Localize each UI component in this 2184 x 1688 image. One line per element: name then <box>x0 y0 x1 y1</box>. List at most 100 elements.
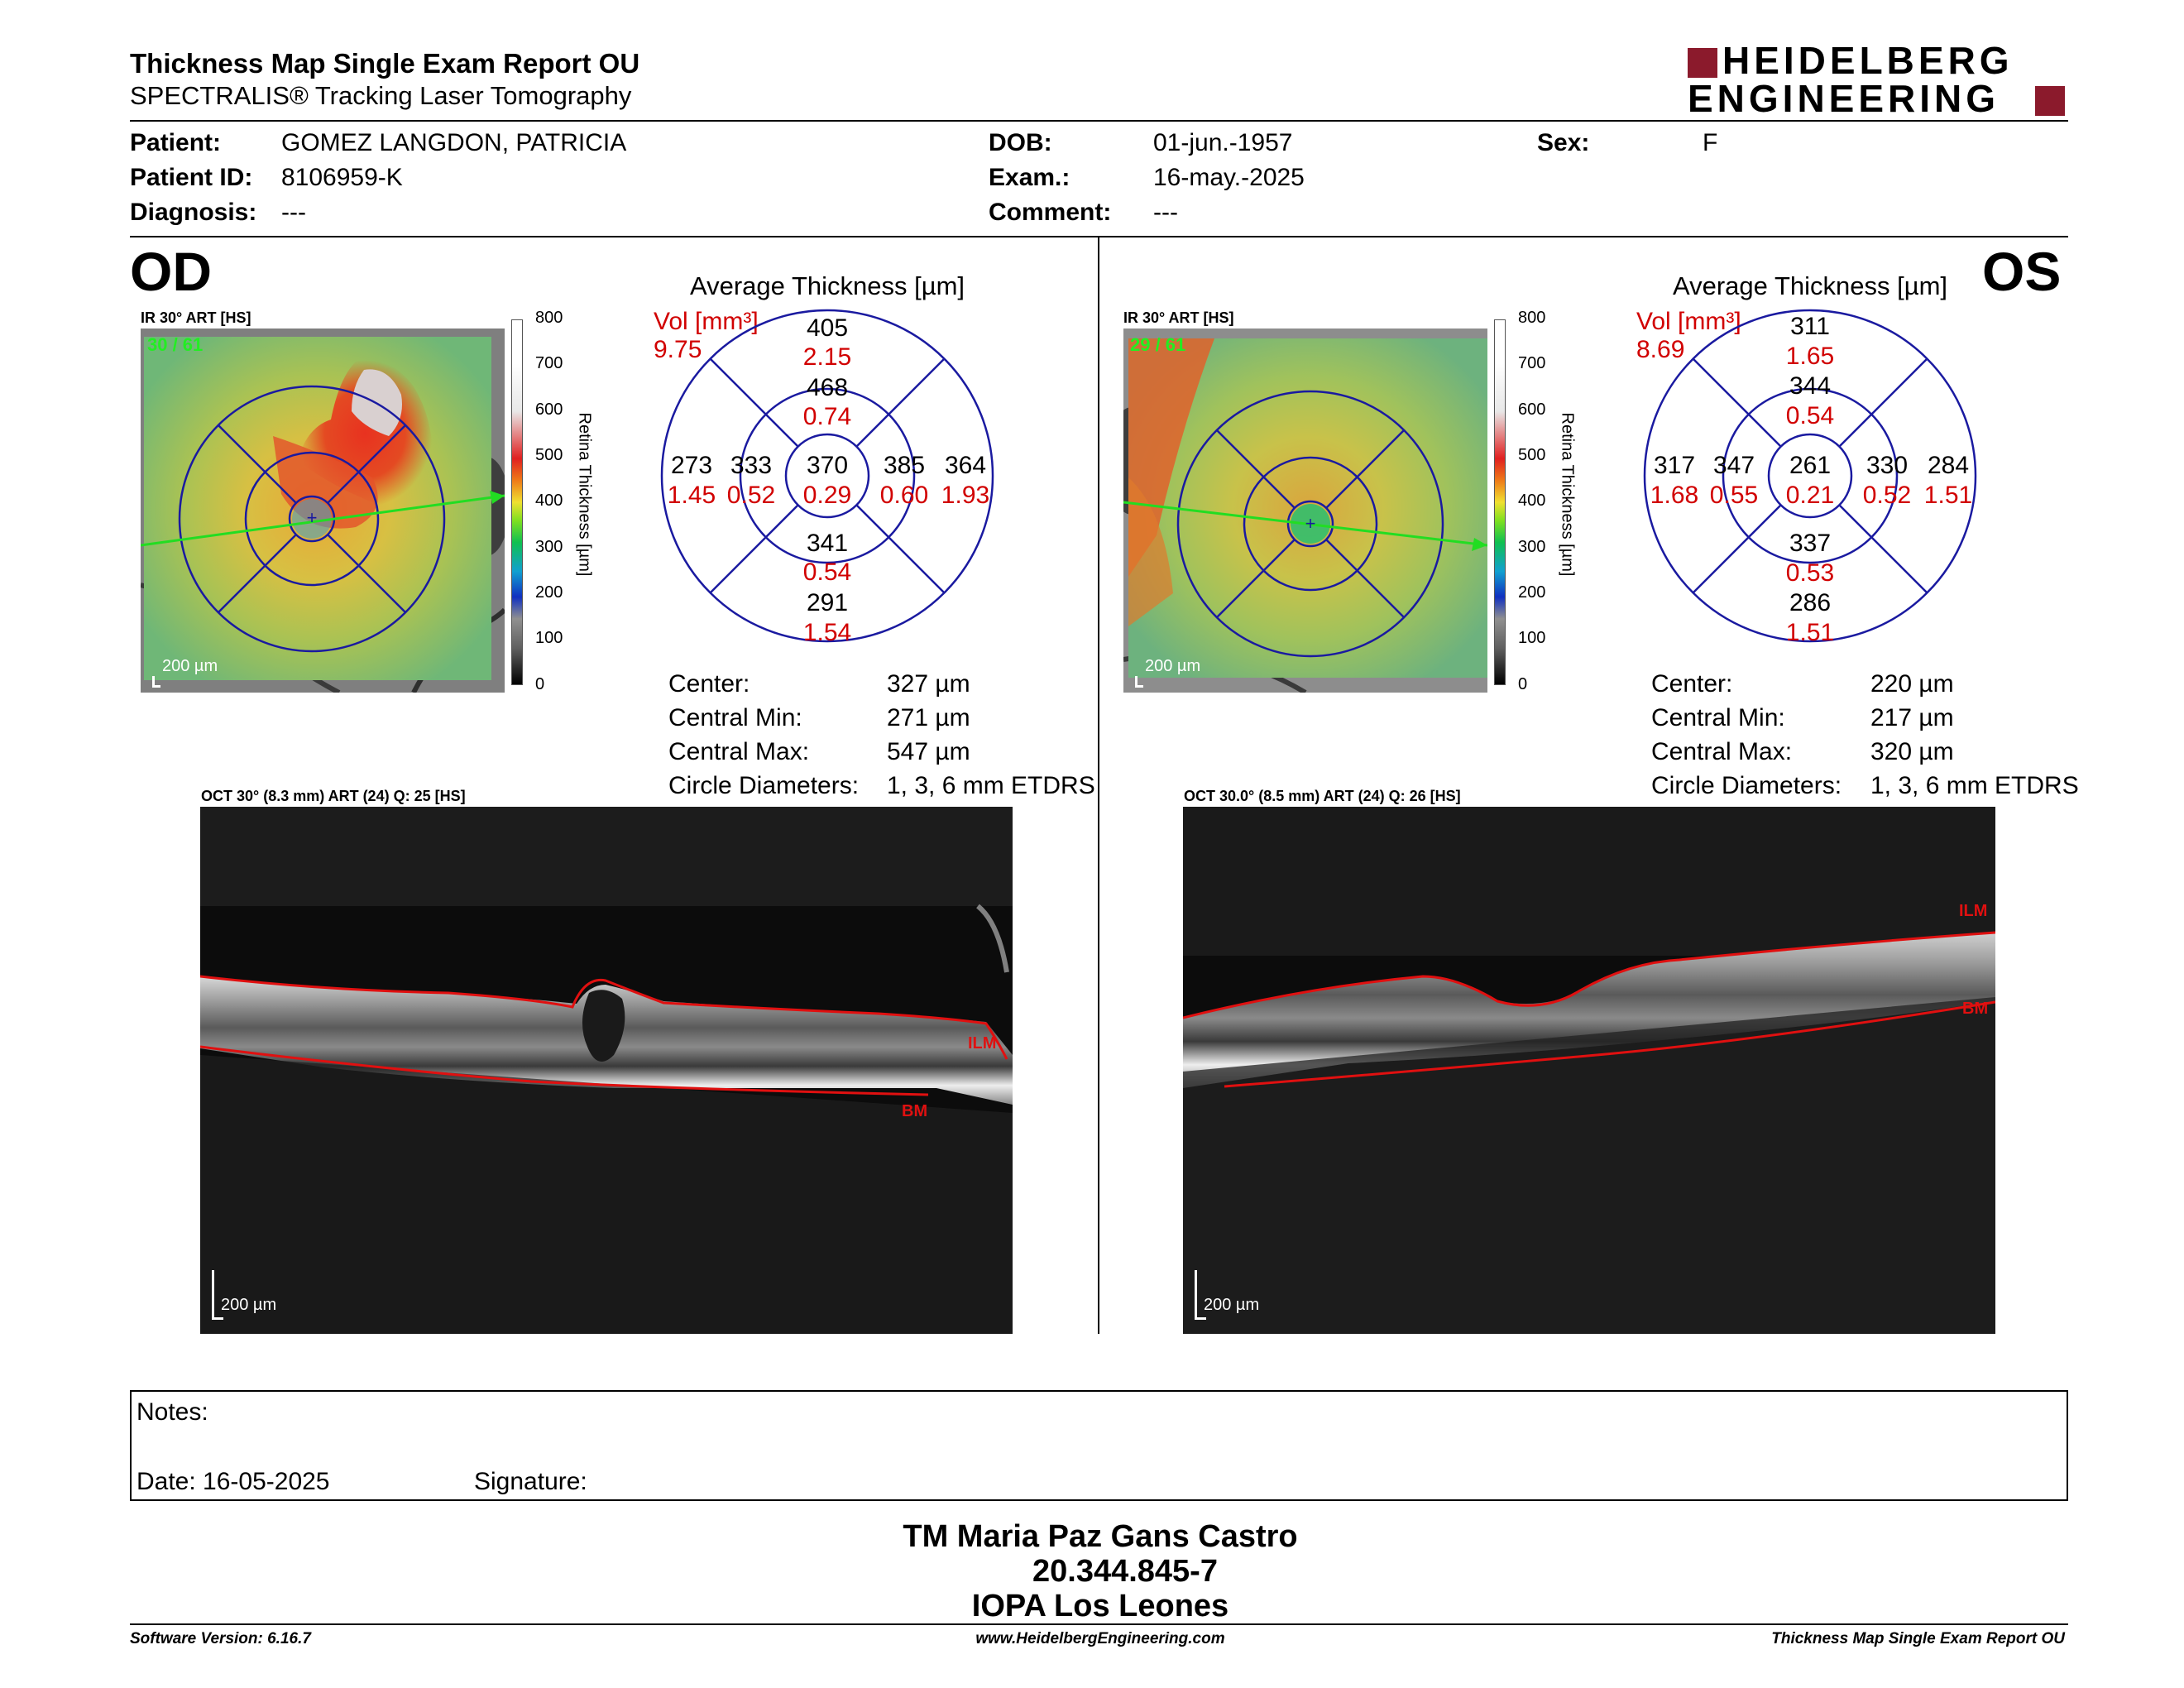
od-vol-value: 9.75 <box>654 336 702 363</box>
od-center-thickness: 370 <box>806 452 849 479</box>
os-oct-label: OCT 30.0° (8.5 mm) ART (24) Q: 26 [HS] <box>1184 788 1461 804</box>
os-center-volume: 0.21 <box>1785 482 1835 509</box>
sex-label: Sex: <box>1537 129 1590 156</box>
od-colorbar-label: Retina Thickness [µm] <box>575 412 594 577</box>
os-stat-value: 220 µm <box>1870 670 1954 698</box>
os-cb-tick: 600 <box>1518 400 1546 419</box>
os-cb-tick: 400 <box>1518 492 1546 510</box>
od-outer-right-thickness: 364 <box>944 452 987 479</box>
os-vol-label: Vol [mm³] <box>1636 308 1741 335</box>
website-link[interactable]: www.HeidelbergEngineering.com <box>975 1630 1225 1647</box>
os-oct-scale: 200 µm <box>1204 1296 1260 1314</box>
od-outer-inferior-thickness: 291 <box>806 589 849 616</box>
os-vol-value: 8.69 <box>1636 336 1685 363</box>
os-outer-inferior-thickness: 286 <box>1789 589 1832 616</box>
os-fundus-label: IR 30° ART [HS] <box>1123 309 1234 326</box>
od-stat-label: Central Max: <box>668 738 810 765</box>
signer-block: TM Maria Paz Gans Castro 20.344.845-7 IO… <box>827 1519 1373 1623</box>
os-fundus-scale: 200 µm <box>1145 657 1201 675</box>
os-inner-left-thickness: 347 <box>1712 452 1755 479</box>
center-divider <box>1098 237 1099 1334</box>
os-thickness-map: + <box>1123 328 1487 693</box>
logo-block-bottom <box>2035 86 2065 116</box>
od-inner-right-volume: 0.60 <box>879 482 929 509</box>
os-inner-inferior-volume: 0.53 <box>1785 559 1835 587</box>
od-cb-tick: 100 <box>535 629 563 647</box>
comment-label: Comment: <box>989 199 1112 226</box>
od-stat-label: Central Min: <box>668 704 802 731</box>
os-cb-tick: 800 <box>1518 309 1546 327</box>
od-oct-scan <box>200 807 1013 1334</box>
sex: F <box>1703 129 1718 156</box>
od-frames: 30 / 61 <box>147 334 204 355</box>
os-cb-tick: 700 <box>1518 354 1546 372</box>
footer-divider <box>130 1623 2068 1625</box>
od-outer-inferior-volume: 1.54 <box>802 619 852 646</box>
svg-text:+: + <box>307 507 318 528</box>
notes-date: Date: 16-05-2025 <box>136 1468 330 1495</box>
exam-label: Exam.: <box>989 164 1070 191</box>
os-colorbar-label: Retina Thickness [µm] <box>1558 412 1577 577</box>
od-outer-left-thickness: 273 <box>670 452 713 479</box>
os-inner-superior-thickness: 344 <box>1789 372 1832 400</box>
od-thickness-map: + <box>141 328 505 693</box>
os-stat-value: 217 µm <box>1870 704 1954 731</box>
od-stat-value: 271 µm <box>887 704 970 731</box>
od-stat-value: 547 µm <box>887 738 970 765</box>
os-outer-superior-volume: 1.65 <box>1785 343 1835 370</box>
svg-text:+: + <box>1305 513 1316 534</box>
comment: --- <box>1153 199 1178 226</box>
heidelberg-logo: HEIDELBERG ENGINEERING <box>1688 40 2068 119</box>
os-cb-tick: 0 <box>1518 675 1528 693</box>
od-inner-left-thickness: 333 <box>730 452 773 479</box>
exam-date: 16-may.-2025 <box>1153 164 1305 191</box>
od-inner-superior-volume: 0.74 <box>802 403 852 430</box>
os-colorbar-gradient <box>1494 319 1506 685</box>
od-avg-title: Average Thickness [µm] <box>689 271 965 300</box>
od-cb-tick: 500 <box>535 446 563 464</box>
logo-line1: HEIDELBERG <box>1722 39 2014 82</box>
patient-id: 8106959-K <box>281 164 403 191</box>
notes-label: Notes: <box>136 1398 208 1426</box>
os-bm-label: BM <box>1962 1000 1989 1018</box>
od-cb-tick: 0 <box>535 675 545 693</box>
od-stat-value: 327 µm <box>887 670 970 698</box>
os-outer-superior-thickness: 311 <box>1790 313 1830 340</box>
os-inner-superior-volume: 0.54 <box>1785 402 1835 429</box>
os-cb-tick: 500 <box>1518 446 1546 464</box>
os-ilm-label: ILM <box>1959 902 1988 920</box>
od-cb-tick: 300 <box>535 538 563 556</box>
os-outer-right-volume: 1.51 <box>1923 482 1973 509</box>
os-stat-value: 320 µm <box>1870 738 1954 765</box>
od-inner-inferior-thickness: 341 <box>806 530 849 557</box>
header-divider <box>130 120 2068 122</box>
od-stat-label: Circle Diameters: <box>668 772 860 799</box>
diagnosis-label: Diagnosis: <box>130 199 257 226</box>
os-stat-label: Center: <box>1651 670 1733 698</box>
od-cb-tick: 400 <box>535 492 563 510</box>
footer-report-name: Thickness Map Single Exam Report OU <box>1771 1630 2065 1647</box>
od-fundus-scale: 200 µm <box>162 657 218 675</box>
signer-name: TM Maria Paz Gans Castro <box>903 1519 1298 1554</box>
os-center-thickness: 261 <box>1789 452 1832 479</box>
signer-id: 20.344.845-7 <box>1032 1554 1218 1589</box>
od-inner-superior-thickness: 468 <box>806 374 849 401</box>
os-cb-tick: 200 <box>1518 583 1546 602</box>
od-oct-scale: 200 µm <box>221 1296 277 1314</box>
od-cb-tick: 700 <box>535 354 563 372</box>
os-avg-title: Average Thickness [µm] <box>1672 271 1948 300</box>
od-cb-tick: 800 <box>535 309 563 327</box>
dob: 01-jun.-1957 <box>1153 129 1293 156</box>
od-bm-label: BM <box>902 1102 928 1120</box>
od-stat-label: Center: <box>668 670 750 698</box>
od-fundus-label: IR 30° ART [HS] <box>141 309 251 326</box>
od-outer-superior-volume: 2.15 <box>802 343 852 371</box>
od-cb-tick: 200 <box>535 583 563 602</box>
patient-id-label: Patient ID: <box>130 164 253 191</box>
os-etdrs-grid <box>1643 309 1977 643</box>
od-outer-left-volume: 1.45 <box>667 482 716 509</box>
os-eye-label: OS <box>1982 241 2062 302</box>
signature-label: Signature: <box>474 1468 587 1495</box>
os-stat-label: Central Max: <box>1651 738 1793 765</box>
logo-block-top <box>1688 48 1717 78</box>
